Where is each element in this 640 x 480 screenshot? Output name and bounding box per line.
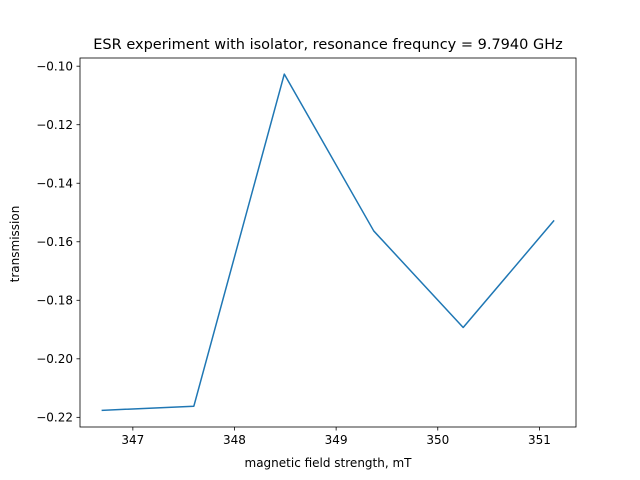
y-tick-label: −0.22 — [36, 411, 73, 425]
y-axis-label: transmission — [8, 206, 22, 283]
plot-frame — [79, 57, 577, 428]
y-tick-label: −0.20 — [36, 352, 73, 366]
y-tick-label: −0.18 — [36, 293, 73, 307]
x-tick-label: 350 — [426, 433, 449, 447]
x-tick-label: 349 — [325, 433, 348, 447]
x-tick-label: 347 — [121, 433, 144, 447]
chart-title: ESR experiment with isolator, resonance … — [93, 37, 562, 53]
x-axis-label: magnetic field strength, mT — [245, 456, 413, 470]
y-tick-label: −0.10 — [36, 59, 73, 73]
y-tick-label: −0.14 — [36, 176, 73, 190]
plot-area — [101, 73, 555, 412]
y-tick-label: −0.16 — [36, 235, 73, 249]
axes: 347 348 349 350 351 −0.22 −0.20 −0.18 −0.16 −0.14… — [36, 57, 577, 447]
x-tick-label: 351 — [528, 433, 551, 447]
series-line-0 — [101, 73, 555, 412]
x-tick-label: 348 — [223, 433, 246, 447]
y-tick-label: −0.12 — [36, 118, 73, 132]
